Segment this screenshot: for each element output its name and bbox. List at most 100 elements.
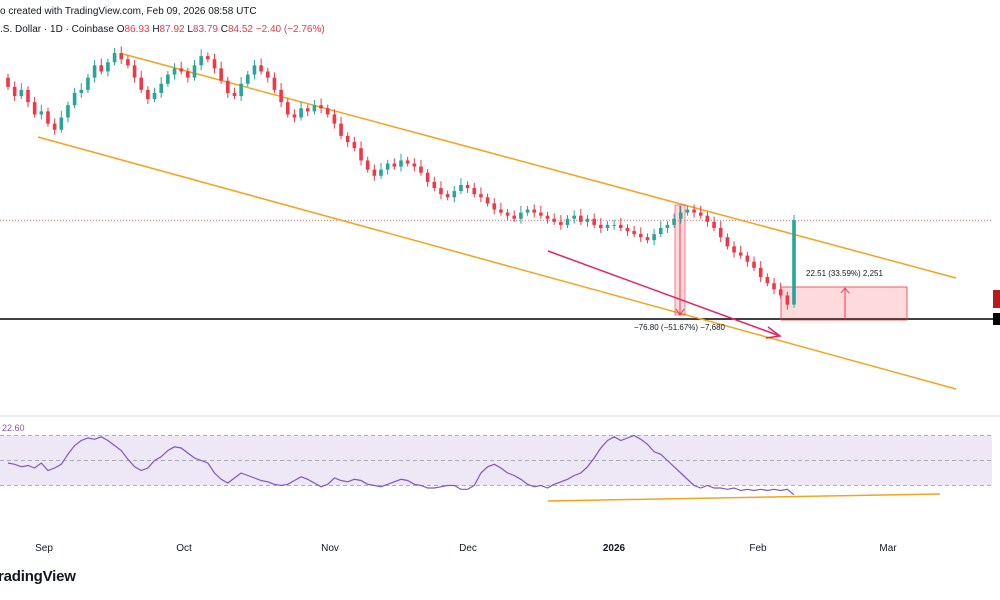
- price-pane: [0, 46, 1000, 390]
- candle-body: [732, 246, 736, 253]
- measure-up-arrowhead: [840, 287, 850, 294]
- trend-arrow: [547, 250, 781, 337]
- candle-body: [565, 218, 570, 225]
- candle-body: [439, 188, 443, 195]
- measure-up-label: 22.51 (33.59%) 2,251: [806, 269, 883, 278]
- candle-body: [259, 65, 263, 72]
- candle-body: [479, 194, 483, 198]
- candle-body: [785, 295, 790, 305]
- candle-body: [672, 218, 676, 225]
- x-axis-tick-label: 2026: [603, 543, 626, 554]
- candle-body: [425, 172, 430, 182]
- rsi-pane: [0, 434, 992, 502]
- candle-body: [192, 65, 197, 78]
- candle-body: [365, 160, 370, 170]
- candle-body: [559, 221, 563, 225]
- candle-body: [758, 267, 763, 278]
- candle-body: [32, 102, 37, 115]
- symbol-title: .S. Dollar · 1D · Coinbase: [0, 24, 114, 35]
- candle-body: [332, 114, 337, 124]
- candle-body: [638, 234, 643, 238]
- candle-body: [499, 209, 503, 213]
- candle-body: [279, 89, 283, 103]
- candle-body: [112, 53, 117, 63]
- candle-body: [212, 59, 217, 69]
- candle-body: [119, 53, 124, 60]
- candle-body: [792, 220, 796, 305]
- candle-body: [632, 231, 636, 235]
- candle-body: [599, 224, 603, 228]
- candle-body: [72, 92, 77, 106]
- candle-body: [745, 255, 750, 262]
- candle-body: [718, 227, 723, 238]
- candle-body: [172, 68, 177, 75]
- candle-body: [59, 117, 64, 130]
- candle-body: [292, 114, 297, 118]
- close-label: C: [220, 24, 228, 35]
- x-axis-tick-label: Mar: [879, 543, 897, 554]
- candle-body: [345, 135, 350, 143]
- x-axis-tick-label: Nov: [321, 543, 339, 554]
- candle-body: [665, 224, 670, 228]
- candle-body: [245, 74, 250, 84]
- candle-body: [512, 215, 517, 219]
- candle-body: [412, 163, 417, 167]
- low-label: L: [187, 24, 193, 35]
- candle-body: [712, 221, 716, 228]
- candle-body: [505, 212, 510, 216]
- candle-body: [99, 65, 104, 72]
- price-axis-marker: [993, 290, 1000, 308]
- x-axis-tick-label: Oct: [176, 543, 192, 554]
- candle-body: [765, 277, 770, 284]
- candle-body: [265, 71, 270, 78]
- candle-body: [579, 215, 583, 222]
- channel-upper-line: [122, 53, 957, 279]
- candle-body: [385, 163, 390, 170]
- candle-body: [226, 80, 230, 93]
- candle-body: [592, 218, 596, 225]
- open-label: O: [116, 24, 125, 35]
- candle-body: [372, 169, 377, 176]
- candle-body: [772, 283, 776, 290]
- candle-body: [492, 203, 497, 210]
- candle-body: [352, 142, 357, 149]
- open-value: 86.93: [124, 24, 150, 35]
- candle-body: [519, 212, 523, 219]
- candle-body: [419, 166, 423, 173]
- candle-body: [179, 68, 183, 72]
- candle-body: [465, 185, 470, 189]
- candle-body: [619, 224, 623, 228]
- candle-body: [12, 86, 17, 97]
- trend-arrowhead: [765, 326, 782, 339]
- candle-body: [585, 218, 590, 222]
- candle-body: [778, 289, 783, 296]
- candle-body: [312, 105, 317, 112]
- candle-body: [139, 77, 144, 90]
- candle-body: [166, 74, 170, 84]
- change-value: −2.40 (−2.76%): [255, 24, 325, 35]
- candle-body: [552, 218, 557, 222]
- candle-body: [645, 237, 650, 241]
- candle-body: [6, 77, 10, 87]
- symbol-info[interactable]: .S. Dollar · 1D · Coinbase O86.93 H87.92…: [0, 24, 325, 35]
- candle-body: [199, 56, 203, 66]
- candle-body: [752, 261, 756, 268]
- candle-body: [612, 224, 616, 226]
- candle-body: [126, 59, 130, 66]
- candle-body: [445, 194, 450, 198]
- measure-up-box: [780, 286, 908, 321]
- candle-body: [738, 252, 743, 256]
- candle-body: [232, 92, 237, 97]
- candle-body: [572, 215, 576, 219]
- candle-body: [725, 237, 730, 247]
- candle-body: [272, 77, 277, 90]
- close-value: 84.52: [227, 24, 253, 35]
- candle-body: [325, 108, 330, 115]
- candle-body: [219, 68, 223, 81]
- candle-body: [605, 224, 610, 228]
- candle-body: [186, 71, 190, 78]
- candle-body: [359, 148, 363, 161]
- candle-body: [39, 111, 44, 115]
- channel-lower-line: [37, 136, 957, 390]
